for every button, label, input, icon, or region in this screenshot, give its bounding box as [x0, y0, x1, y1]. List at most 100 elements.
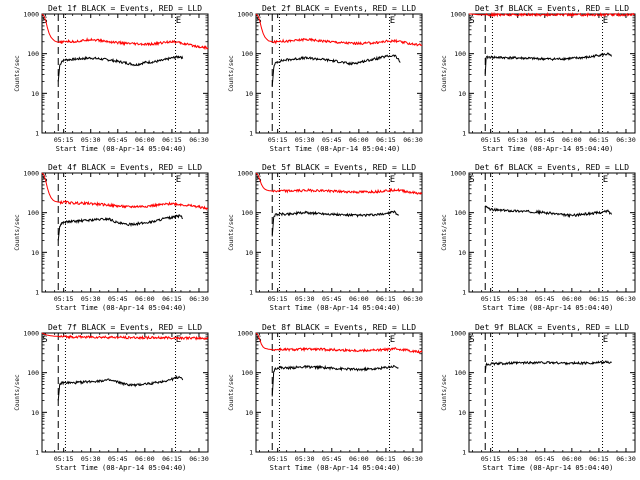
x-tick-label: 05:30 [81, 136, 101, 144]
plot-frame [41, 332, 209, 453]
x-tick-label: 06:15 [376, 136, 396, 144]
chart-panel-8: Det 8f BLACK = Events, RED = LLD 1 10 100 10… [228, 323, 423, 472]
y-tick-label: 1000 [450, 330, 466, 338]
x-tick-label: 06:00 [562, 136, 582, 144]
x-tick-label: 06:15 [162, 295, 182, 303]
marker-e: E [603, 335, 608, 345]
events-series-line [484, 52, 612, 75]
y-tick-label: 10 [245, 409, 253, 417]
marker-e: E [603, 175, 608, 185]
marker-s: S [256, 335, 261, 345]
marker-s: S [469, 335, 474, 345]
plot-frame [468, 172, 636, 293]
panel-title: Det 2f BLACK = Events, RED = LLD [262, 4, 416, 13]
x-tick-label: 06:00 [349, 136, 369, 144]
marker-e: E [390, 175, 395, 185]
panel-title: Det 4f BLACK = Events, RED = LLD [48, 163, 202, 172]
y-tick-label: 100 [454, 50, 466, 58]
y-tick-label: 100 [241, 209, 253, 217]
x-axis-label: Start Time (08-Apr-14 05:04:40) [270, 145, 401, 153]
marker-s: S [42, 16, 47, 26]
x-axis-label: Start Time (08-Apr-14 05:04:40) [56, 304, 187, 312]
plot-frame [255, 172, 423, 293]
x-tick-label: 06:15 [589, 295, 609, 303]
events-series-line [271, 364, 399, 397]
x-tick-label: 05:15 [54, 136, 74, 144]
x-tick-label: 05:45 [322, 136, 342, 144]
x-tick-label: 05:15 [481, 136, 501, 144]
x-axis-label: Start Time (08-Apr-14 05:04:40) [56, 145, 187, 153]
lld-series-line [41, 332, 209, 341]
y-axis-label: Counts/sec [441, 214, 448, 251]
marker-e: E [603, 16, 608, 26]
y-axis-label: Counts/sec [14, 374, 21, 411]
y-tick-label: 100 [27, 209, 39, 217]
panel-title: Det 6f BLACK = Events, RED = LLD [475, 163, 629, 172]
x-tick-label: 06:00 [135, 295, 155, 303]
lld-series-line [41, 172, 209, 211]
x-axis-label: Start Time (08-Apr-14 05:04:40) [270, 304, 401, 312]
y-tick-label: 10 [31, 90, 39, 98]
x-tick-label: 05:45 [322, 455, 342, 463]
marker-e: E [176, 335, 181, 345]
x-axis-label: Start Time (08-Apr-14 05:04:40) [270, 464, 401, 472]
x-tick-label: 05:15 [268, 295, 288, 303]
marker-s: S [256, 175, 261, 185]
plot-frame [468, 332, 636, 453]
x-tick-label: 05:45 [108, 295, 128, 303]
x-tick-label: 05:45 [535, 455, 555, 463]
y-tick-label: 1 [249, 449, 253, 457]
x-tick-label: 05:30 [508, 455, 528, 463]
plot-frame [255, 13, 423, 134]
y-tick-label: 100 [454, 369, 466, 377]
events-series-line [271, 54, 401, 87]
x-axis-label: Start Time (08-Apr-14 05:04:40) [483, 145, 614, 153]
marker-e: E [176, 16, 181, 26]
x-tick-label: 05:30 [295, 295, 315, 303]
marker-e: E [390, 16, 395, 26]
x-tick-label: 05:15 [54, 295, 74, 303]
chart-panel-2: Det 2f BLACK = Events, RED = LLD 1 10 100 10… [228, 4, 423, 153]
chart-panel-3: Det 3f BLACK = Events, RED = LLD 1 10 100 10… [441, 4, 636, 153]
x-tick-label: 05:15 [481, 295, 501, 303]
x-tick-label: 05:30 [81, 295, 101, 303]
y-tick-label: 1000 [23, 330, 39, 338]
y-tick-label: 1000 [23, 11, 39, 19]
marker-s: S [469, 16, 474, 26]
y-tick-label: 10 [458, 409, 466, 417]
panel-title: Det 5f BLACK = Events, RED = LLD [262, 163, 416, 172]
x-tick-label: 06:15 [589, 136, 609, 144]
x-tick-label: 06:15 [376, 455, 396, 463]
y-tick-label: 1 [35, 289, 39, 297]
marker-e: E [390, 335, 395, 345]
chart-panel-9: Det 9f BLACK = Events, RED = LLD 1 10 100 10… [441, 323, 636, 472]
y-tick-label: 100 [27, 369, 39, 377]
y-tick-label: 10 [31, 409, 39, 417]
y-tick-label: 1 [249, 130, 253, 138]
x-tick-label: 06:00 [349, 455, 369, 463]
y-tick-label: 1 [35, 449, 39, 457]
x-tick-label: 05:45 [535, 136, 555, 144]
x-axis-label: Start Time (08-Apr-14 05:04:40) [483, 464, 614, 472]
x-tick-label: 06:00 [562, 295, 582, 303]
y-tick-label: 10 [458, 90, 466, 98]
lld-series-line [255, 172, 423, 195]
y-tick-label: 100 [27, 50, 39, 58]
lld-series-line [255, 332, 423, 354]
x-tick-label: 05:30 [295, 136, 315, 144]
events-series-line [57, 214, 184, 241]
x-tick-label: 06:15 [376, 295, 396, 303]
x-tick-label: 06:00 [135, 136, 155, 144]
x-axis-label: Start Time (08-Apr-14 05:04:40) [483, 304, 614, 312]
chart-panel-4: Det 4f BLACK = Events, RED = LLD 1 10 100 10… [14, 163, 209, 312]
marker-s: S [42, 335, 47, 345]
y-tick-label: 1000 [450, 11, 466, 19]
y-tick-label: 1000 [23, 170, 39, 178]
plot-frame [41, 172, 209, 293]
y-tick-label: 1000 [237, 170, 253, 178]
y-tick-label: 1000 [237, 11, 253, 19]
x-tick-label: 06:30 [403, 455, 423, 463]
lld-series-line [41, 13, 209, 51]
y-axis-label: Counts/sec [228, 214, 235, 251]
panel-title: Det 9f BLACK = Events, RED = LLD [475, 323, 629, 332]
